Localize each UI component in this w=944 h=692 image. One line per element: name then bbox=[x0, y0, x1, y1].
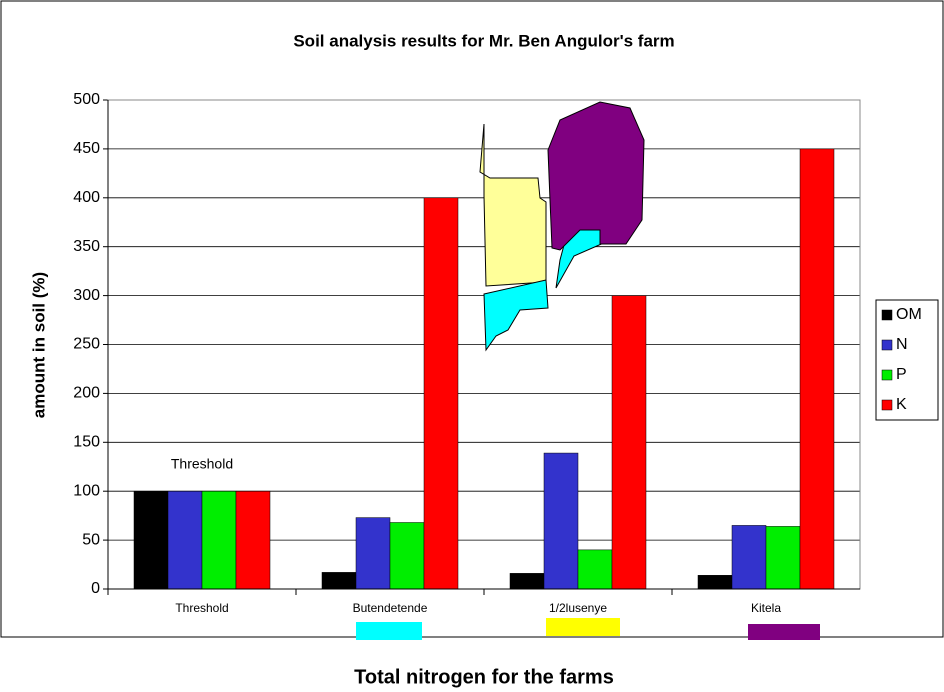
x-tick-label: Kitela bbox=[751, 601, 781, 615]
legend-swatch bbox=[881, 309, 893, 321]
bar bbox=[133, 490, 169, 590]
y-tick-label: 300 bbox=[73, 287, 100, 304]
x-axis-title: Total nitrogen for the farms bbox=[354, 666, 614, 688]
legend-swatch bbox=[881, 369, 893, 381]
bar bbox=[697, 575, 733, 590]
bar bbox=[201, 490, 237, 590]
bar bbox=[167, 490, 203, 590]
bar bbox=[423, 197, 459, 590]
bar bbox=[799, 148, 835, 590]
annotation: Threshold bbox=[171, 456, 233, 472]
bar bbox=[611, 295, 647, 590]
y-tick-label: 500 bbox=[73, 91, 100, 108]
map-region bbox=[479, 123, 547, 287]
map-region bbox=[483, 279, 549, 352]
y-tick-label: 250 bbox=[73, 336, 100, 353]
color-swatch bbox=[546, 618, 620, 636]
color-swatch bbox=[356, 622, 422, 640]
bar bbox=[321, 572, 357, 590]
bar bbox=[355, 517, 391, 590]
y-tick-label: 400 bbox=[73, 189, 100, 206]
y-tick-label: 350 bbox=[73, 238, 100, 255]
map-region bbox=[547, 101, 645, 251]
bar bbox=[577, 549, 613, 590]
legend-label: OM bbox=[896, 306, 922, 323]
bar bbox=[543, 452, 579, 590]
map-decoration bbox=[356, 101, 820, 640]
bar bbox=[731, 525, 767, 590]
legend-label: P bbox=[896, 366, 907, 383]
y-tick-label: 200 bbox=[73, 385, 100, 402]
bar bbox=[765, 526, 801, 590]
y-tick-label: 50 bbox=[82, 531, 100, 548]
legend-label: N bbox=[896, 336, 908, 353]
y-tick-label: 0 bbox=[91, 580, 100, 597]
y-tick-label: 150 bbox=[73, 434, 100, 451]
bar bbox=[509, 573, 545, 590]
legend-label: K bbox=[896, 396, 907, 413]
plot-area: 0 50 100 150 200 250 300 350 400 450 500 Threshold B… bbox=[73, 91, 861, 615]
bar bbox=[235, 490, 271, 590]
chart-title: Soil analysis results for Mr. Ben Angulo… bbox=[293, 31, 674, 50]
x-tick-label: 1/2lusenye bbox=[549, 601, 607, 615]
color-swatch bbox=[748, 624, 820, 640]
y-tick-label: 450 bbox=[73, 140, 100, 157]
bar bbox=[389, 522, 425, 590]
x-tick-label: Butendetende bbox=[353, 601, 428, 615]
y-tick-label: 100 bbox=[73, 482, 100, 499]
legend-swatch bbox=[881, 399, 893, 411]
legend-swatch bbox=[881, 339, 893, 351]
x-tick-label: Threshold bbox=[175, 601, 228, 615]
chart-frame bbox=[0, 0, 944, 638]
y-axis-title: amount in soil (%) bbox=[29, 272, 48, 418]
